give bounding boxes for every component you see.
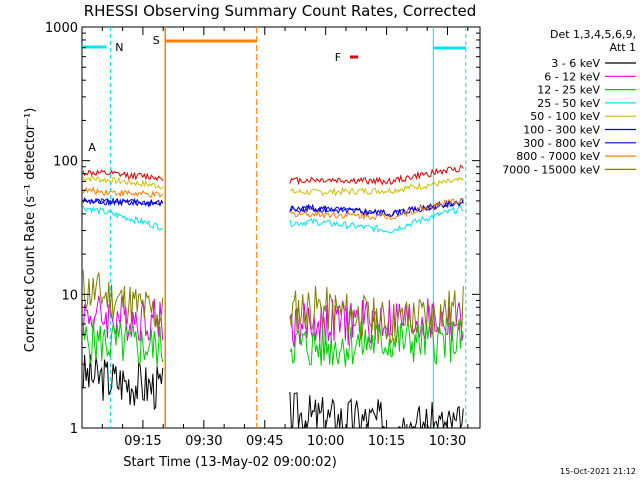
legend-label: 7000 - 15000 keV	[502, 163, 600, 176]
timestamp: 15-Oct-2021 21:12	[560, 467, 636, 476]
x-axis-label: Start Time (13-May-02 09:00:02)	[123, 455, 337, 470]
legend-label: 800 - 7000 keV	[516, 150, 600, 163]
y-axis-label: Corrected Count Rate (s⁻¹ detector⁻¹)	[23, 108, 38, 353]
x-tick-label: 10:15	[368, 434, 405, 449]
series-line-2-seg-0	[82, 318, 164, 367]
series-lines	[82, 164, 464, 430]
series-line-8-seg-0	[82, 270, 164, 328]
y-tick-label: 10	[61, 288, 78, 303]
marker-label-f: F	[335, 51, 341, 64]
x-tick-label: 10:00	[307, 434, 344, 449]
plot-border	[81, 26, 481, 429]
observation-regions: N S F A	[82, 27, 467, 428]
series-line-6-seg-1	[289, 198, 464, 218]
legend-header-attenuator: Att 1	[610, 41, 636, 54]
legend-label: 50 - 100 keV	[530, 110, 600, 123]
legend-label: 100 - 300 keV	[523, 124, 600, 137]
x-tick-label: 09:30	[185, 434, 222, 449]
marker-label-s: S	[153, 34, 160, 47]
series-line-1-seg-0	[82, 295, 164, 342]
series-line-7-seg-0	[82, 186, 163, 198]
y-tick-label: 1	[70, 422, 78, 437]
x-tick-label: 09:45	[246, 434, 283, 449]
series-line-2-seg-1	[289, 318, 464, 367]
y-tick-label: 100	[53, 155, 78, 170]
series-line-4-seg-1	[289, 176, 464, 197]
x-axis-ticks: 09:15 09:30 09:45 10:00 10:15 10:30	[101, 27, 469, 449]
legend-label: 25 - 50 keV	[537, 97, 600, 110]
x-tick-label: 09:15	[124, 434, 161, 449]
series-line-8-seg-1	[289, 285, 464, 345]
series-line-upper-seg-0	[82, 169, 164, 182]
legend-header-detectors: Det 1,3,4,5,6,9,	[550, 28, 636, 41]
series-line-3-seg-0	[82, 205, 164, 231]
legend-label: 6 - 12 keV	[544, 70, 600, 83]
series-line-0-seg-1	[289, 391, 464, 430]
series-line-upper-seg-1	[289, 164, 464, 186]
y-axis-ticks: 1 10 100 1000	[45, 21, 480, 437]
legend-label: 3 - 6 keV	[551, 57, 600, 70]
y-tick-label: 1000	[45, 21, 78, 36]
plot-frame	[81, 26, 481, 429]
series-line-6-seg-0	[82, 196, 164, 208]
marker-label-a: A	[88, 141, 96, 154]
series-line-7-seg-1	[289, 198, 464, 221]
chart-title: RHESSI Observing Summary Count Rates, Co…	[84, 2, 477, 20]
x-tick-label: 10:30	[429, 434, 466, 449]
legend-label: 12 - 25 keV	[537, 84, 600, 97]
legend-label: 300 - 800 keV	[523, 137, 600, 150]
series-line-4-seg-0	[82, 174, 164, 190]
series-line-3-seg-1	[289, 205, 464, 234]
series-line-0-seg-0	[82, 354, 164, 411]
marker-label-n: N	[115, 41, 123, 54]
